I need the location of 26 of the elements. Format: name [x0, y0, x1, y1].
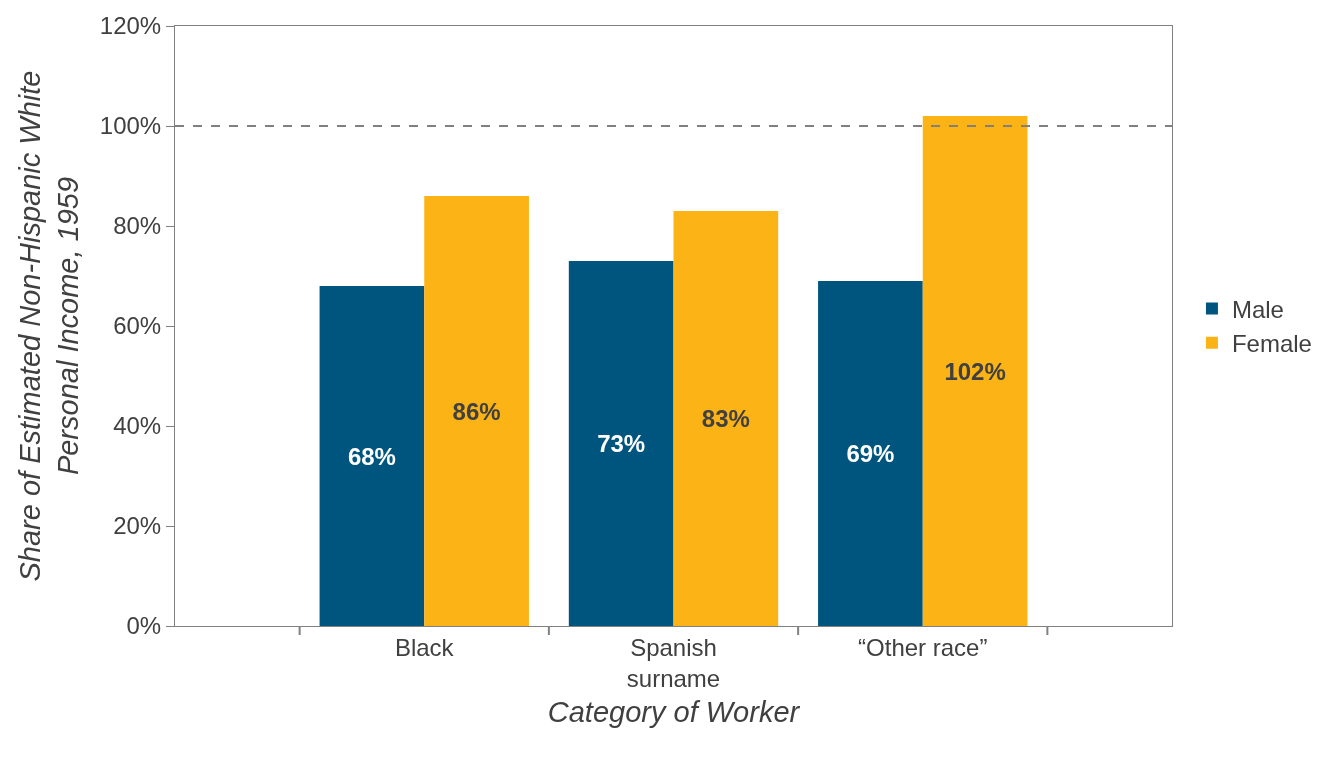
y-tick-label: 20%: [113, 512, 162, 540]
x-tick-label: Black: [394, 633, 455, 661]
bar: [673, 211, 779, 626]
x-tick-label: “Other race”: [858, 633, 988, 661]
y-tick-label: 120%: [99, 12, 162, 40]
x-tick-label: Spanish surname: [626, 633, 721, 692]
bar: [424, 196, 529, 626]
y-tick-label: 60%: [113, 312, 162, 340]
y-tick-label: 40%: [113, 412, 162, 440]
bar: [568, 261, 674, 626]
y-tick-label: 80%: [113, 212, 162, 240]
y-axis-title: Share of Estimated Non-Hispanic White Personal Income, 1959: [14, 70, 85, 582]
text: 68%: [347, 442, 396, 470]
text: 83%: [701, 405, 750, 432]
y-tick-label: 0%: [126, 612, 162, 640]
text: 69%: [846, 440, 895, 467]
legend-label: Male: [1231, 295, 1284, 323]
bar: [922, 116, 1028, 626]
bar: [319, 286, 425, 626]
y-tick-label: 100%: [99, 112, 162, 140]
text: 73%: [597, 430, 646, 457]
text: 86%: [452, 397, 501, 425]
text: 102%: [944, 357, 1006, 385]
bar: [818, 281, 923, 626]
x-axis-title: Category of Worker: [547, 695, 801, 728]
legend-label: Female: [1231, 330, 1312, 358]
